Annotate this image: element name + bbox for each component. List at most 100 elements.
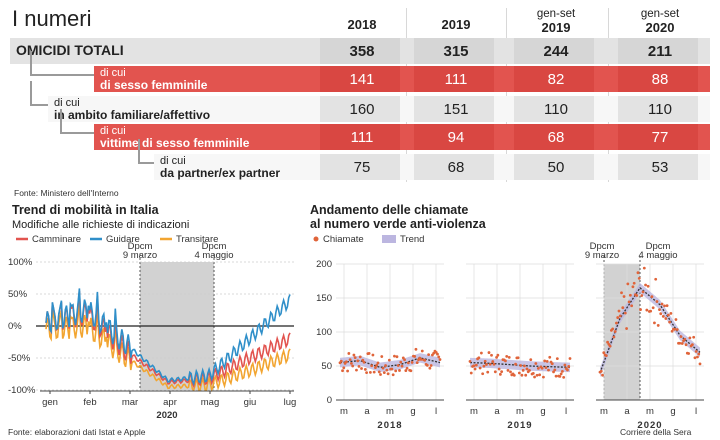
data-point: [606, 340, 609, 344]
data-point: [370, 364, 374, 368]
data-point: [344, 360, 348, 364]
legend-label: Transitare: [176, 234, 218, 245]
x-tick-label: m: [646, 406, 654, 417]
row-label-prefix: di cui: [160, 155, 186, 167]
data-point: [488, 362, 492, 366]
dpcm-label: Dpcm: [202, 241, 227, 252]
value-cell-background: [618, 124, 698, 150]
data-point: [361, 358, 365, 362]
data-point: [625, 327, 628, 330]
data-point: [355, 368, 358, 372]
data-point: [694, 350, 698, 353]
data-point: [438, 358, 442, 361]
data-point: [698, 362, 702, 366]
data-point: [495, 355, 498, 359]
data-point: [635, 294, 639, 297]
data-point: [492, 362, 496, 366]
value-cell-background: [514, 124, 594, 150]
series-line-transitare: [45, 302, 291, 393]
data-point: [567, 365, 571, 368]
dpcm-label: 4 maggio: [638, 250, 677, 261]
data-point: [553, 368, 557, 372]
data-point: [353, 356, 357, 360]
row-label-text: OMICIDI TOTALI: [16, 42, 124, 58]
y-tick-label: 0%: [8, 321, 22, 332]
y-tick-label: -50%: [8, 353, 31, 364]
data-point: [525, 367, 529, 371]
data-point: [613, 330, 617, 333]
data-point: [419, 358, 423, 361]
data-point: [496, 353, 500, 357]
data-point: [376, 361, 380, 365]
data-point: [472, 364, 476, 368]
data-point: [504, 359, 507, 363]
data-point: [410, 361, 414, 364]
data-point: [642, 266, 646, 270]
column-header-year: 2020: [645, 20, 675, 35]
data-point: [659, 312, 663, 316]
data-point: [650, 295, 654, 298]
data-point: [374, 366, 377, 369]
x-axis-year: 2020: [156, 410, 177, 421]
data-point: [481, 372, 485, 376]
data-point: [562, 375, 566, 379]
data-point: [363, 368, 367, 371]
data-point: [631, 285, 635, 289]
trend-line: [599, 286, 701, 374]
series-line-guidare: [45, 288, 291, 387]
value-cell-background: [414, 38, 494, 64]
value-cell-background: [320, 96, 400, 122]
column-header-top: gen-set: [536, 8, 576, 20]
row-label-prefix: di cui: [100, 67, 126, 79]
x-tick-label: giu: [244, 397, 257, 408]
data-point: [385, 368, 389, 372]
row-label: di cui vittime di sesso femminile: [100, 125, 249, 149]
data-point: [627, 300, 631, 304]
y-tick-label: 100%: [8, 257, 33, 268]
data-point: [599, 369, 603, 373]
data-point: [362, 360, 366, 364]
data-point: [406, 361, 410, 365]
data-point: [566, 368, 569, 372]
value-cell: 111: [350, 129, 374, 146]
x-tick-label: mar: [122, 397, 138, 408]
value-cell-background: [514, 66, 594, 92]
value-cell: 315: [443, 43, 469, 60]
data-point: [425, 363, 429, 367]
data-point: [342, 366, 346, 370]
data-point: [535, 373, 539, 377]
data-point: [602, 351, 606, 355]
data-point: [415, 361, 419, 364]
dpcm-label: Dpcm: [128, 241, 153, 252]
data-point: [339, 359, 343, 363]
data-point: [649, 309, 653, 313]
value-cell: 244: [543, 43, 569, 60]
data-point: [533, 375, 536, 379]
value-cell-background: [414, 66, 494, 92]
value-cell: 94: [447, 129, 465, 146]
data-point: [636, 271, 640, 275]
data-point: [675, 328, 679, 331]
data-point: [630, 304, 634, 308]
x-tick-label: mag: [201, 397, 219, 408]
data-point: [601, 373, 604, 377]
row-label: di cui da partner/ex partner: [160, 155, 280, 179]
value-cell: 53: [651, 159, 669, 176]
data-point: [558, 375, 562, 378]
value-cell: 75: [353, 159, 371, 176]
data-point: [393, 354, 396, 358]
x-tick-label: l: [435, 406, 437, 417]
value-cell-background: [514, 154, 594, 180]
data-point: [483, 359, 487, 363]
row-label: di cui in ambito familiare/affettivo: [54, 97, 210, 121]
data-point: [608, 344, 612, 348]
bracket-connector: [30, 81, 48, 106]
data-point: [561, 369, 564, 373]
value-cell: 160: [349, 101, 375, 118]
data-point: [477, 356, 481, 360]
data-point: [507, 355, 511, 359]
data-point: [391, 373, 395, 377]
column-header-year: 2019: [541, 20, 571, 35]
data-point: [403, 358, 406, 362]
